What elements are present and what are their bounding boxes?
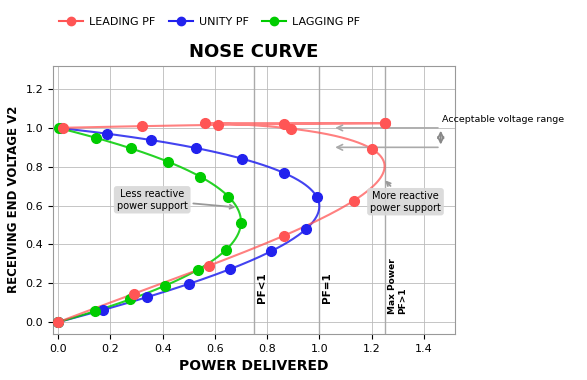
Text: Less reactive
power support: Less reactive power support [117, 189, 234, 211]
Text: PF=1: PF=1 [322, 272, 332, 303]
Text: Max Power
PF>1: Max Power PF>1 [388, 259, 407, 314]
Text: PF<1: PF<1 [257, 272, 267, 303]
Text: Acceptable voltage range: Acceptable voltage range [442, 115, 564, 124]
Title: NOSE CURVE: NOSE CURVE [190, 43, 319, 62]
Text: More reactive
power support: More reactive power support [370, 182, 441, 212]
Y-axis label: RECEIVING END VOLTAGE V2: RECEIVING END VOLTAGE V2 [7, 106, 20, 293]
Legend: LEADING PF, UNITY PF, LAGGING PF: LEADING PF, UNITY PF, LAGGING PF [55, 13, 364, 31]
X-axis label: POWER DELIVERED: POWER DELIVERED [179, 359, 329, 373]
